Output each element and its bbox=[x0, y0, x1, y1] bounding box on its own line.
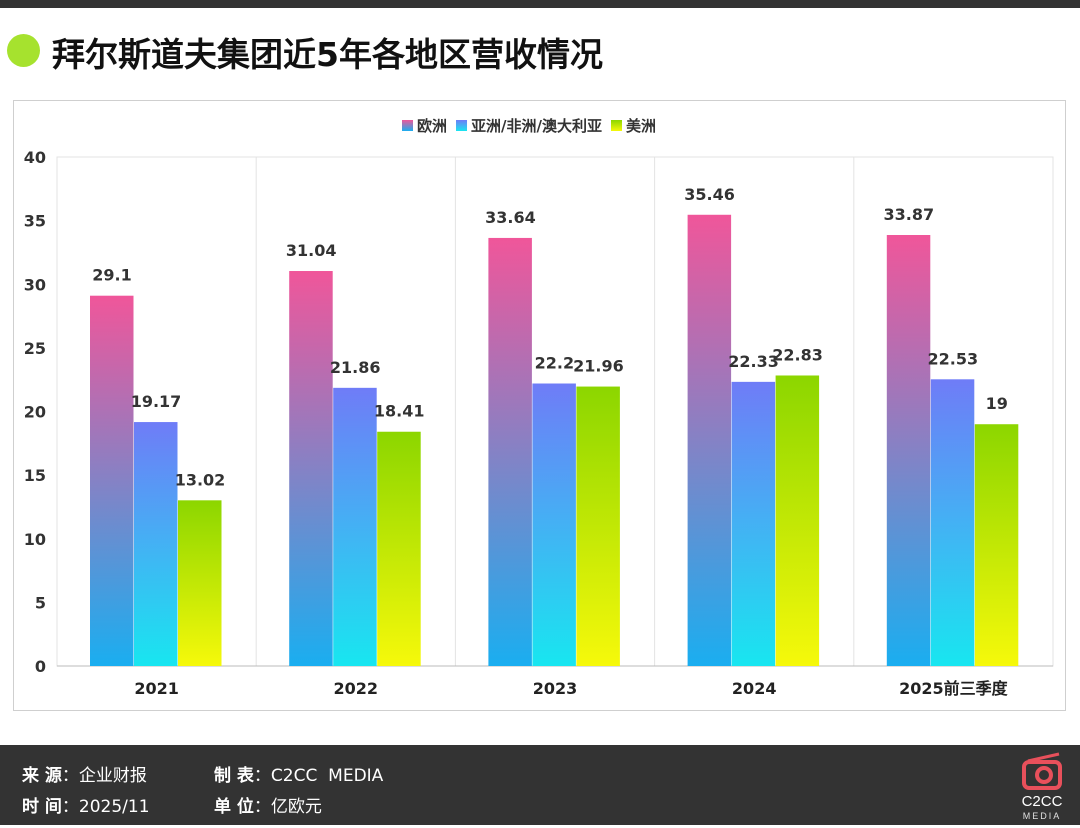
bar-1 bbox=[532, 383, 576, 666]
bar-1 bbox=[930, 379, 975, 666]
time-line: 时 间：2025/11 bbox=[22, 797, 150, 817]
y-tick-label: 35 bbox=[24, 212, 46, 231]
data-label: 33.87 bbox=[883, 205, 934, 224]
bar-0 bbox=[289, 271, 333, 666]
unit-label: 单 位 bbox=[214, 797, 254, 817]
maker-value: C2CC MEDIA bbox=[270, 766, 384, 786]
maker-line: 制 表：C2CC MEDIA bbox=[214, 766, 384, 786]
legend-swatch-1 bbox=[456, 120, 468, 131]
data-label: 31.04 bbox=[286, 241, 337, 260]
x-tick-label: 2022 bbox=[334, 679, 379, 698]
source-value: 企业财报 bbox=[78, 766, 147, 786]
legend-swatch-2 bbox=[610, 120, 622, 131]
y-tick-label: 30 bbox=[24, 275, 46, 294]
x-tick-label: 2024 bbox=[732, 679, 777, 698]
bar-chart: 0 5 10 15 20 25 30 35 40 29.1 19.17 13.02 2021 31.04 2… bbox=[24, 117, 1054, 698]
y-tick-label: 5 bbox=[35, 593, 46, 612]
bar-0 bbox=[886, 235, 931, 666]
bar-2 bbox=[178, 500, 222, 666]
page-title: 拜尔斯道夫集团近5年各地区营收情况 bbox=[52, 35, 603, 74]
c2cc-logo: C2CC MEDIA bbox=[1014, 751, 1070, 823]
bar-0 bbox=[90, 295, 134, 666]
source-line: 来 源：企业财报 bbox=[22, 766, 147, 786]
data-label: 22.2 bbox=[535, 354, 574, 373]
x-tick-label: 2023 bbox=[533, 679, 578, 698]
bar-0 bbox=[687, 214, 732, 667]
data-label: 21.86 bbox=[330, 358, 381, 377]
bar-1 bbox=[333, 387, 377, 666]
data-label: 19.17 bbox=[131, 392, 182, 411]
bar-0 bbox=[488, 237, 532, 666]
top-bar bbox=[0, 0, 1080, 8]
x-tick-label: 2025前三季度 bbox=[899, 679, 1009, 698]
data-label: 18.41 bbox=[374, 402, 425, 421]
data-label: 22.83 bbox=[772, 345, 823, 364]
x-tick-label: 2021 bbox=[134, 679, 179, 698]
unit-value: 亿欧元 bbox=[270, 797, 322, 817]
y-tick-label: 0 bbox=[35, 657, 46, 676]
legend-label: 美洲 bbox=[626, 117, 656, 135]
data-label: 33.64 bbox=[485, 208, 536, 227]
bar-2 bbox=[377, 431, 421, 666]
unit-line: 单 位：亿欧元 bbox=[214, 797, 322, 817]
y-tick-label: 40 bbox=[24, 148, 46, 167]
data-label: 21.96 bbox=[573, 357, 624, 376]
bar-2 bbox=[974, 424, 1019, 666]
data-label: 19 bbox=[986, 394, 1008, 413]
data-label: 22.33 bbox=[728, 352, 779, 371]
time-value: 2025/11 bbox=[78, 797, 150, 817]
data-label: 22.53 bbox=[927, 349, 978, 368]
y-tick-label: 25 bbox=[24, 339, 46, 358]
footer: 来 源：企业财报 制 表：C2CC MEDIA 时 间：2025/11 单 位：… bbox=[0, 745, 1080, 825]
logo-subtext: MEDIA bbox=[1023, 811, 1062, 821]
data-label: 35.46 bbox=[684, 185, 735, 204]
chart-frame bbox=[13, 100, 1066, 711]
maker-label: 制 表 bbox=[214, 766, 254, 786]
y-tick-label: 10 bbox=[24, 530, 46, 549]
legend-label: 欧洲 bbox=[417, 117, 447, 135]
source-label: 来 源 bbox=[22, 766, 62, 786]
bar-1 bbox=[134, 422, 178, 666]
data-label: 29.1 bbox=[92, 266, 131, 285]
legend-swatch-0 bbox=[402, 120, 413, 131]
bar-2 bbox=[775, 375, 820, 666]
y-tick-label: 15 bbox=[24, 466, 46, 485]
legend-label: 亚洲/非洲/澳大利亚 bbox=[471, 117, 602, 135]
time-label: 时 间 bbox=[22, 797, 62, 817]
data-label: 13.02 bbox=[175, 470, 226, 489]
title-dot bbox=[7, 34, 40, 67]
y-tick-label: 20 bbox=[24, 403, 46, 422]
camera-icon: C2CC MEDIA bbox=[1022, 752, 1063, 821]
bar-1 bbox=[731, 381, 776, 666]
legend: 欧洲 亚洲/非洲/澳大利亚 美洲 bbox=[402, 117, 656, 135]
bar-2 bbox=[576, 386, 620, 666]
logo-text: C2CC bbox=[1022, 793, 1063, 810]
